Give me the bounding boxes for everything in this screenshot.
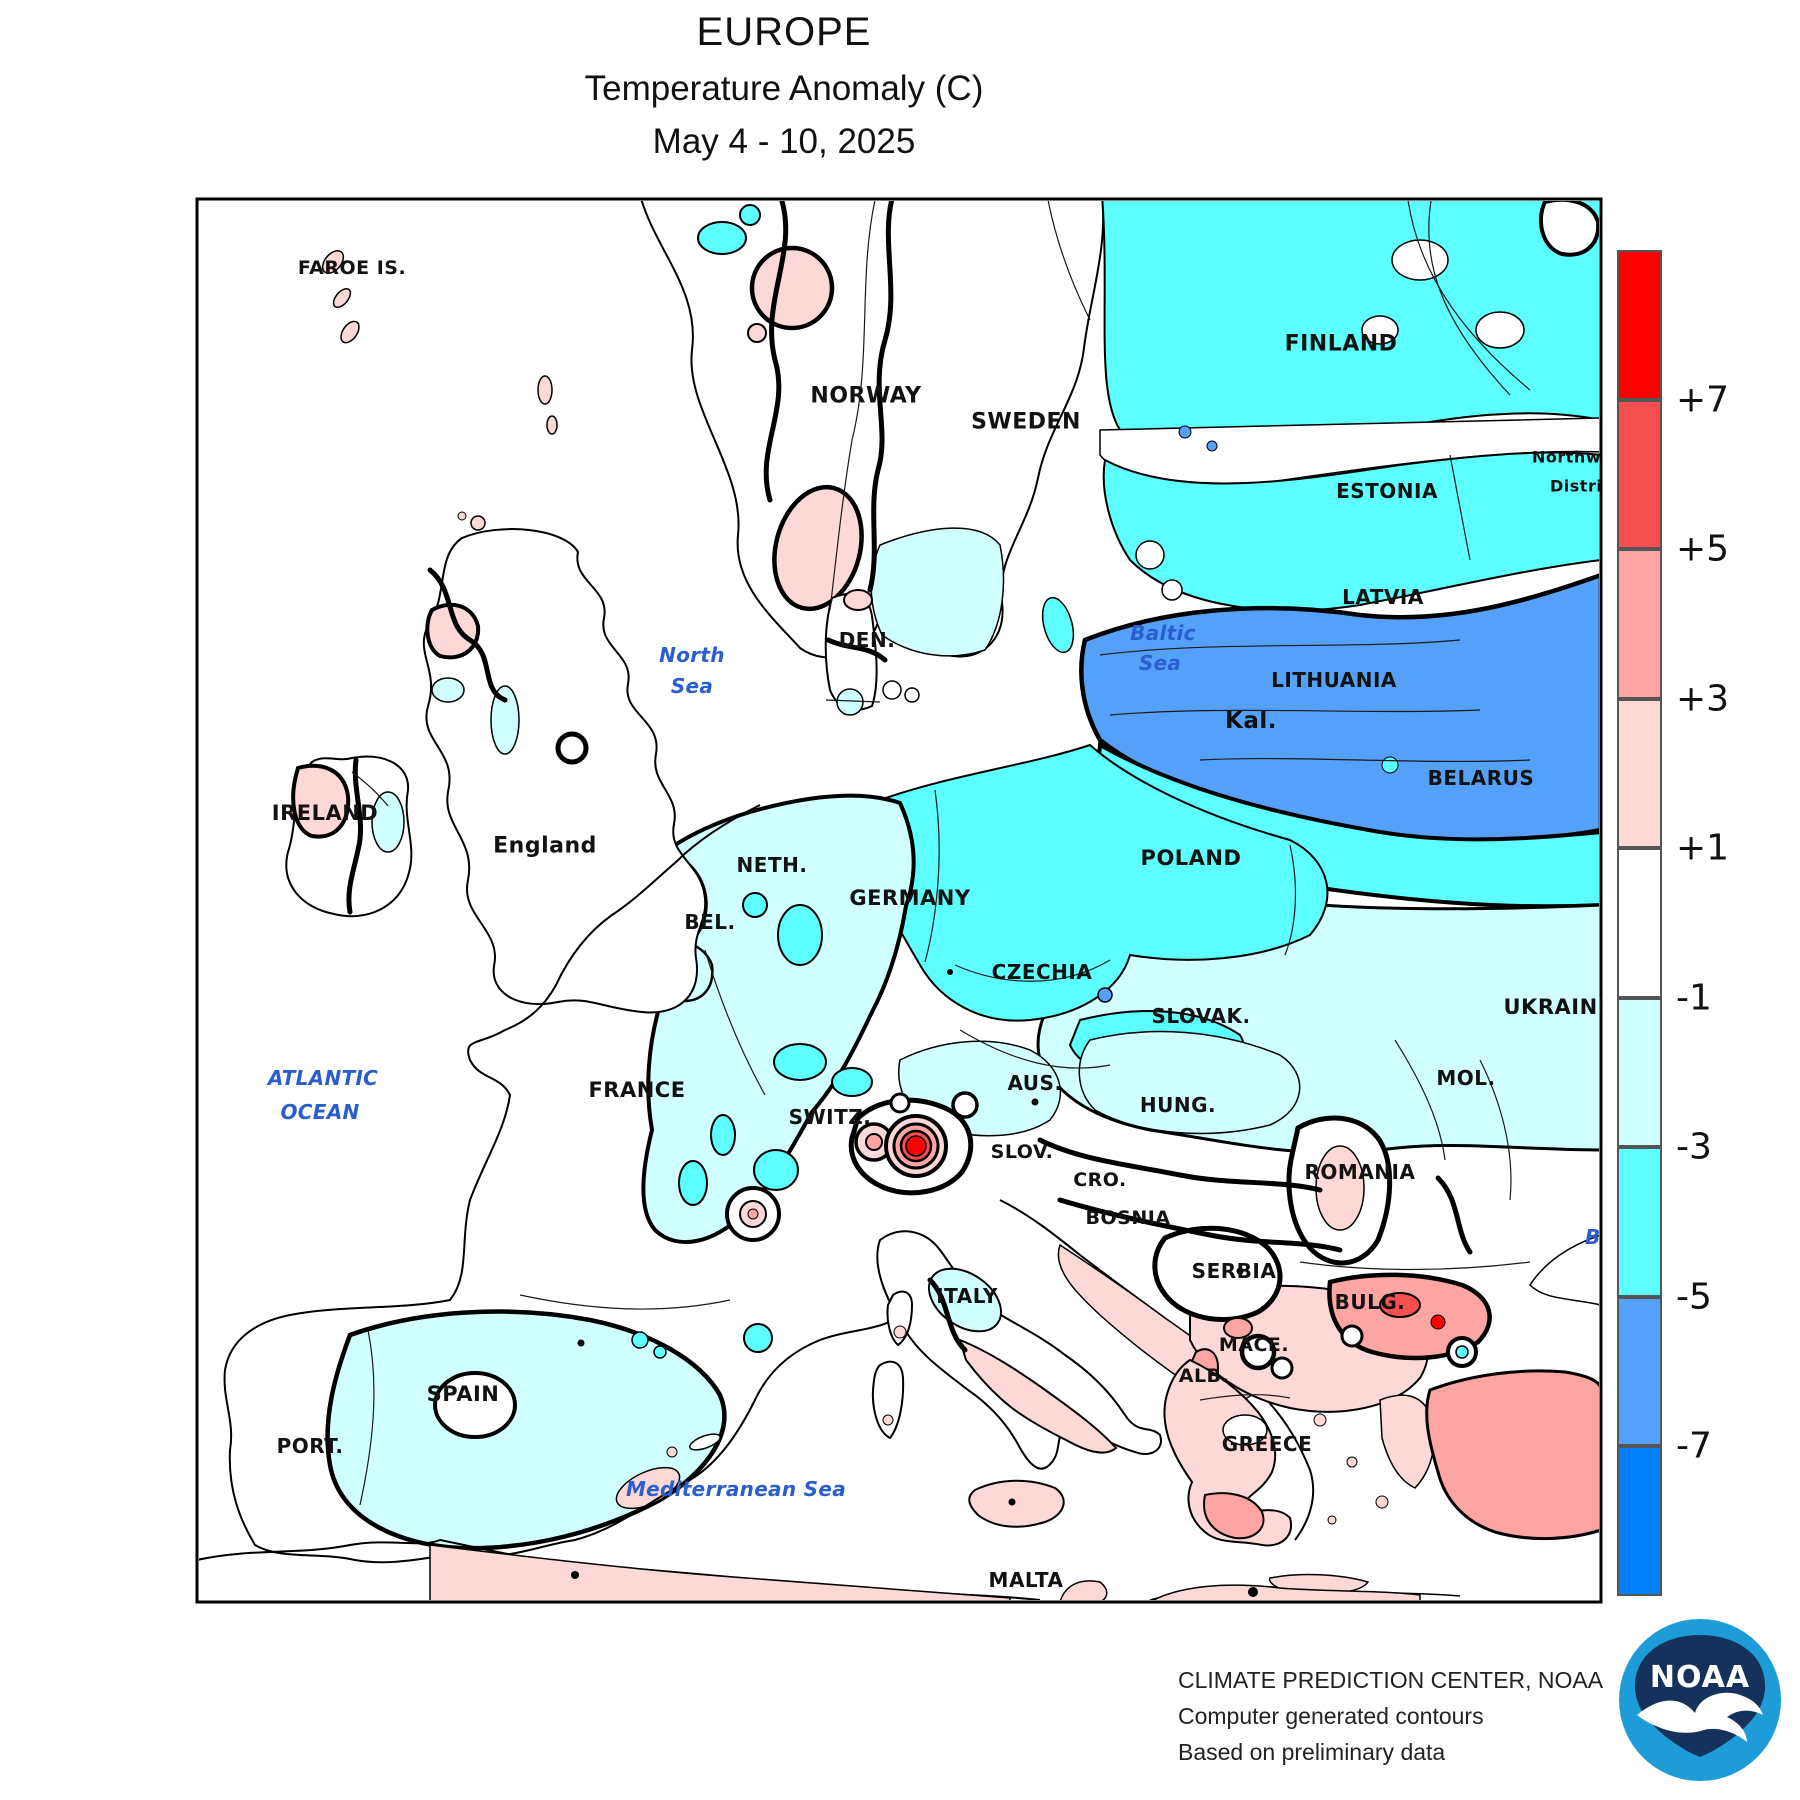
map-label-bel: BEL. xyxy=(684,910,736,934)
map-label-sweden: SWEDEN xyxy=(971,409,1081,435)
map-label-northwestern: Northwestern xyxy=(1532,447,1601,467)
legend-value--5: -5 xyxy=(1676,1276,1712,1317)
map-label-romania: ROMANIA xyxy=(1304,1160,1416,1184)
map-label-ukraine: UKRAINE xyxy=(1503,995,1601,1019)
legend-color-block-0 xyxy=(1617,250,1662,400)
map-label-switz: SWITZ. xyxy=(788,1105,872,1129)
map-date-range: May 4 - 10, 2025 xyxy=(652,122,916,161)
map-label-estonia: ESTONIA xyxy=(1336,479,1438,503)
thick-contours xyxy=(346,201,1473,1353)
legend-color-block-1 xyxy=(1617,399,1662,549)
legend-value-+7: +7 xyxy=(1676,379,1730,420)
title-block: EUROPE Temperature Anomaly (C) May 4 - 1… xyxy=(384,10,1184,162)
attribution-block: CLIMATE PREDICTION CENTER, NOAA Computer… xyxy=(1178,1662,1603,1770)
map-label-north-sea-2: Sea xyxy=(670,674,714,698)
legend-value-+1: +1 xyxy=(1676,827,1730,869)
map-label-layer: FAROE IS. NORWAY SWEDEN DEN. FINLAND ESTONIA L… xyxy=(197,199,1601,1602)
map-label-atlantic-1: ATLANTIC xyxy=(267,1066,379,1090)
noaa-logo-text: NOAA xyxy=(1650,1660,1750,1695)
map-variable-title: Temperature Anomaly (C) xyxy=(584,69,984,108)
legend-value--3: -3 xyxy=(1676,1126,1712,1168)
map-label-atlantic-2: OCEAN xyxy=(280,1100,360,1124)
map-label-black-sea: Black Sea xyxy=(1585,1225,1601,1249)
map-label-france: FRANCE xyxy=(588,1078,686,1102)
map-label-baltic-sea-2: Sea xyxy=(1138,651,1182,675)
legend-color-block-3 xyxy=(1617,698,1662,848)
map-label-bosnia: BOSNIA xyxy=(1085,1207,1171,1229)
legend-value-+3: +3 xyxy=(1676,678,1730,719)
legend-value--1: -1 xyxy=(1676,977,1712,1018)
map-label-greece: GREECE xyxy=(1221,1432,1313,1456)
map-label-district: District xyxy=(1550,476,1601,496)
map-label-czechia: CZECHIA xyxy=(991,960,1093,984)
map-label-finland: FINLAND xyxy=(1284,331,1398,357)
legend-color-block-4 xyxy=(1617,848,1662,998)
map-label-kal: Kal. xyxy=(1225,708,1277,734)
map-label-mol: MOL. xyxy=(1436,1066,1496,1090)
attribution-method: Computer generated contours xyxy=(1178,1703,1484,1729)
noaa-logo: NOAA xyxy=(1619,1619,1781,1781)
legend-color-block-6 xyxy=(1617,1147,1662,1297)
map-label-hung: HUNG. xyxy=(1139,1093,1217,1117)
map-label-baltic-sea-1: Baltic xyxy=(1130,621,1196,645)
map-label-faroe-is: FAROE IS. xyxy=(297,257,407,279)
map-label-england: England xyxy=(493,833,597,859)
map-label-latvia: LATVIA xyxy=(1342,585,1424,609)
map-label-north-sea-1: North xyxy=(659,643,725,667)
legend-color-block-8 xyxy=(1617,1446,1662,1596)
map-region-title: EUROPE xyxy=(696,10,872,54)
map-label-den: DEN. xyxy=(838,628,896,652)
map-label-serbia: SERBIA xyxy=(1191,1259,1277,1283)
map-label-lithuania: LITHUANIA xyxy=(1271,668,1397,692)
map-label-slovak: SLOVAK. xyxy=(1151,1004,1251,1028)
map-label-neth: NETH. xyxy=(736,853,808,877)
map-label-port: PORT. xyxy=(276,1434,344,1458)
map-label-alb: ALB. xyxy=(1178,1365,1230,1387)
map-border xyxy=(195,197,1603,1604)
legend-color-block-2 xyxy=(1617,549,1662,699)
map-label-aus: AUS. xyxy=(1007,1071,1063,1095)
map-label-germany: GERMANY xyxy=(849,886,971,910)
map-label-poland: POLAND xyxy=(1140,846,1242,870)
map-label-mediterranean: Mediterranean Sea xyxy=(625,1477,847,1501)
map-label-norway: NORWAY xyxy=(810,383,922,409)
map-label-malta: MALTA xyxy=(988,1568,1064,1592)
attribution-note: Based on preliminary data xyxy=(1178,1739,1446,1765)
alps-hotspot xyxy=(848,1091,979,1196)
map-label-ireland: IRELAND xyxy=(271,801,379,825)
attribution-source: CLIMATE PREDICTION CENTER, NOAA xyxy=(1178,1667,1604,1693)
map-label-bulg: BULG. xyxy=(1334,1290,1406,1314)
legend-value--7: -7 xyxy=(1676,1425,1712,1467)
map-label-mace: MACE. xyxy=(1218,1334,1290,1356)
legend-color-block-7 xyxy=(1617,1296,1662,1446)
country-borders xyxy=(351,201,1531,1506)
map-label-cro: CRO. xyxy=(1073,1169,1127,1191)
map-label-slov: SLOV. xyxy=(990,1141,1054,1163)
map-label-spain: SPAIN xyxy=(426,1382,500,1406)
legend-color-block-5 xyxy=(1617,997,1662,1147)
legend-value-+5: +5 xyxy=(1676,528,1730,570)
map-label-italy: ITALY xyxy=(936,1284,998,1308)
map-label-belarus: BELARUS xyxy=(1427,766,1535,790)
